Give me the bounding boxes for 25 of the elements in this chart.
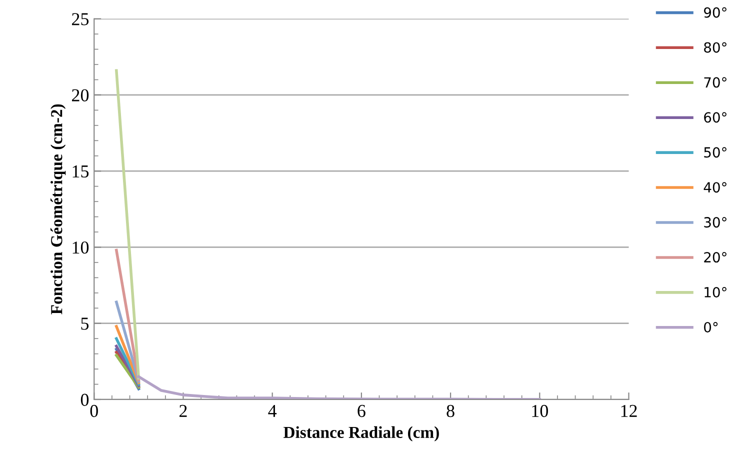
legend-label: 80°: [704, 42, 726, 53]
y-tick-label: 0: [80, 394, 89, 406]
legend-label: 10°: [704, 287, 726, 298]
legend-label: 30°: [704, 217, 726, 228]
x-tick-label: 10: [532, 404, 548, 418]
x-tick-label: 2: [180, 404, 187, 417]
x-tick-label: 0: [90, 404, 98, 418]
legend-label: 90°: [704, 7, 726, 18]
x-tick-label: 4: [268, 405, 277, 417]
y-tick-label: 25: [72, 13, 89, 26]
y-tick-label: 5: [81, 318, 89, 330]
y-tick-label: 10: [72, 241, 89, 254]
x-tick-label: 6: [358, 404, 366, 418]
x-axis-title: Distance Radiale (cm): [284, 426, 439, 442]
legend-label: 50°: [704, 147, 726, 158]
legend-label: 0°: [704, 322, 718, 332]
y-tick-label: 20: [72, 89, 89, 102]
legend-label: 40°: [704, 182, 726, 193]
legend-label: 60°: [704, 112, 726, 123]
x-tick-label: 8: [446, 404, 454, 418]
y-tick-label: 15: [72, 165, 89, 178]
y-axis-title: Fonction Géométrique (cm-2): [50, 104, 66, 314]
legend-label: 70°: [704, 77, 726, 88]
legend-label: 20°: [704, 252, 726, 263]
x-tick-label: 12: [621, 404, 637, 417]
